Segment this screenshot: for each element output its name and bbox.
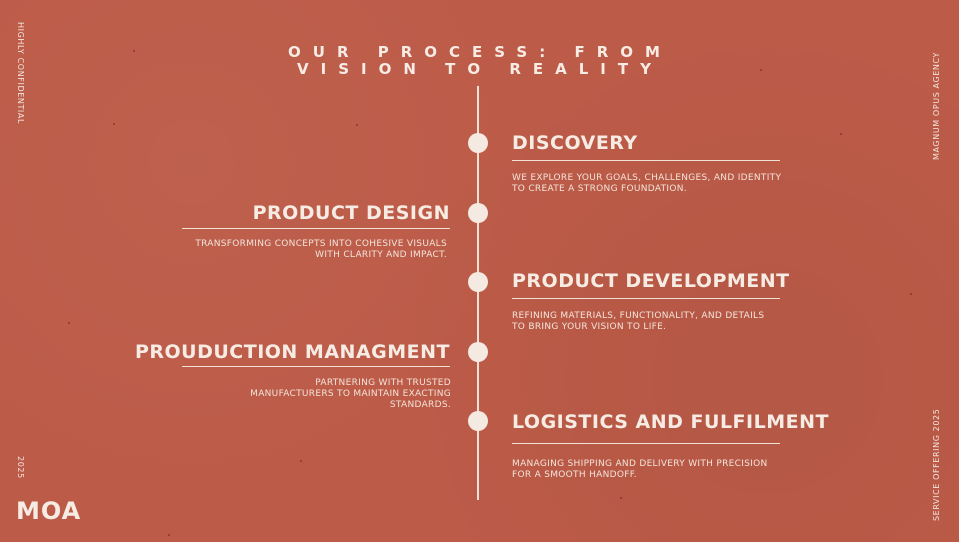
year-label: 2025 <box>16 456 25 479</box>
confidential-label: HIGHLY CONFIDENTIAL <box>16 22 25 125</box>
title-line-1: OUR PROCESS: FROM <box>288 43 672 61</box>
step-title-discovery: DISCOVERY <box>512 132 638 154</box>
step-description-product-development: REFINING MATERIALS, FUNCTIONALITY, AND D… <box>512 311 765 332</box>
texture-speck <box>840 133 842 135</box>
texture-speck <box>68 322 70 324</box>
texture-speck <box>356 124 358 126</box>
texture-speck <box>300 460 302 462</box>
step-description-logistics: MANAGING SHIPPING AND DELIVERY WITH PREC… <box>512 459 768 480</box>
texture-speck <box>910 293 912 295</box>
step-divider <box>182 366 450 367</box>
texture-speck <box>168 534 170 536</box>
step-divider <box>512 443 780 444</box>
step-title-logistics: LOGISTICS AND FULFILMENT <box>512 411 829 433</box>
step-divider <box>512 298 780 299</box>
moa-logo: MOA <box>16 497 82 525</box>
agency-label: MAGNUM OPUS AGENCY <box>932 51 941 160</box>
page-title: OUR PROCESS: FROM VISION TO REALITY <box>180 44 780 78</box>
step-description-discovery: WE EXPLORE YOUR GOALS, CHALLENGES, AND I… <box>512 173 782 194</box>
timeline-dot-discovery <box>468 133 488 153</box>
timeline-dot-production-management <box>468 342 488 362</box>
step-description-product-design: TRANSFORMING CONCEPTS INTO COHESIVE VISU… <box>195 239 447 260</box>
step-divider <box>512 160 780 161</box>
timeline-dot-product-design <box>468 203 488 223</box>
step-divider <box>182 228 450 229</box>
step-title-product-development: PRODUCT DEVELOPMENT <box>512 270 790 292</box>
texture-speck <box>113 123 115 125</box>
timeline-axis <box>477 86 479 500</box>
texture-speck <box>620 497 622 499</box>
step-title-product-design: PRODUCT DESIGN <box>252 202 450 224</box>
timeline-dot-logistics <box>468 411 488 431</box>
step-title-production-management: PROUDUCTION MANAGMENT <box>134 341 450 363</box>
service-offering-label: SERVICE OFFERING 2025 <box>932 408 941 521</box>
timeline-dot-product-development <box>468 272 488 292</box>
texture-speck <box>760 69 762 71</box>
title-line-2: VISION TO REALITY <box>297 60 663 78</box>
texture-speck <box>133 50 135 52</box>
step-description-production-management: PARTNERING WITH TRUSTED MANUFACTURERS TO… <box>250 378 451 410</box>
